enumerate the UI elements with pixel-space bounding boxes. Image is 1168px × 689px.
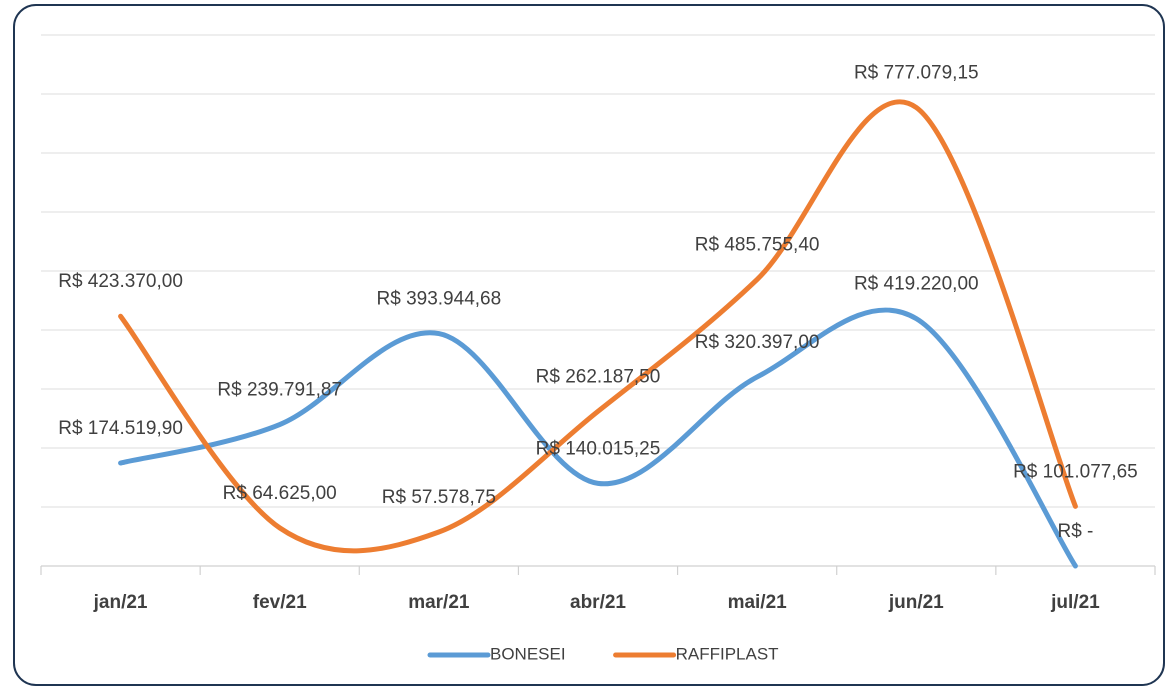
legend-label: BONESEI (490, 644, 566, 663)
data-label: R$ 393.944,68 (377, 289, 502, 310)
data-label: R$ - (1057, 521, 1093, 542)
chart-frame (13, 4, 1165, 686)
x-tick-label: abr/21 (570, 592, 626, 613)
x-tick-label: jun/21 (888, 592, 944, 613)
data-label: R$ 320.397,00 (695, 332, 820, 353)
x-tick-label: fev/21 (253, 592, 307, 613)
data-label: R$ 57.578,75 (382, 487, 496, 508)
data-label: R$ 485.755,40 (695, 234, 820, 255)
data-label: R$ 419.220,00 (854, 274, 979, 295)
data-label: R$ 101.077,65 (1013, 461, 1138, 482)
legend-label: RAFFIPLAST (676, 644, 779, 663)
data-label: R$ 777.079,15 (854, 63, 979, 84)
series-line (118, 307, 1078, 569)
x-tick-label: mai/21 (728, 592, 788, 613)
x-tick-label: jul/21 (1050, 592, 1100, 613)
data-label: R$ 174.519,90 (58, 418, 183, 439)
x-tick-label: jan/21 (93, 592, 148, 613)
data-label: R$ 140.015,25 (536, 438, 661, 459)
data-label: R$ 64.625,00 (223, 483, 337, 504)
data-label: R$ 239.791,87 (217, 380, 342, 401)
x-tick-label: mar/21 (408, 592, 470, 613)
series-line (118, 99, 1078, 554)
data-label: R$ 262.187,50 (536, 366, 661, 387)
data-label: R$ 423.370,00 (58, 271, 183, 292)
